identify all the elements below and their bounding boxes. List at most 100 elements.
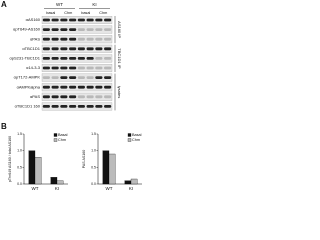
panel-label: B	[1, 122, 7, 131]
band	[95, 18, 103, 22]
x-tick-label: KI	[129, 186, 133, 191]
row-label: αTBC1D1	[22, 46, 40, 51]
band	[77, 66, 85, 70]
band	[95, 28, 103, 31]
bar	[130, 178, 138, 185]
section-label: TBC1D1 IP	[117, 48, 122, 69]
band	[104, 28, 112, 31]
band	[42, 47, 50, 51]
band	[69, 47, 77, 51]
section-label: lysates	[117, 86, 122, 98]
blot-strip	[41, 16, 113, 24]
band	[69, 28, 77, 31]
row-label: αpS231-TBC1D1	[9, 55, 40, 60]
condition-label: Chm	[64, 11, 72, 15]
legend-label: Basal	[132, 133, 142, 137]
band	[42, 28, 50, 31]
band	[104, 76, 112, 79]
band	[42, 37, 50, 41]
y-tick-label: 0.5	[17, 165, 22, 169]
band	[69, 18, 77, 22]
bar	[124, 180, 132, 185]
band	[42, 105, 50, 108]
x-tick-label: KI	[55, 186, 59, 191]
row-label: αTBC1D1 160	[15, 103, 41, 108]
legend-label: Chm	[58, 138, 66, 142]
band	[104, 85, 112, 89]
band	[77, 85, 85, 89]
y-tick-label: 0.0	[91, 182, 96, 186]
band	[51, 47, 59, 51]
band	[51, 105, 59, 108]
band	[60, 66, 68, 70]
band	[77, 57, 85, 60]
band	[51, 66, 59, 70]
band	[60, 57, 68, 60]
band	[77, 18, 85, 22]
band	[51, 37, 59, 41]
band	[60, 28, 68, 31]
x-tick-label: WT	[32, 186, 39, 191]
band	[60, 95, 68, 99]
band	[77, 105, 85, 108]
band	[60, 76, 68, 79]
band	[60, 85, 68, 89]
row-label: α14-3-3	[26, 65, 41, 70]
band	[77, 95, 85, 99]
row-label: αAMPKalpha	[17, 84, 41, 89]
blot-strip	[41, 64, 113, 72]
band	[77, 37, 85, 41]
band	[42, 66, 50, 70]
band	[69, 95, 77, 99]
band	[77, 76, 85, 79]
row-label: αPAS	[30, 94, 40, 99]
band	[60, 18, 68, 22]
y-tick-label: 0.0	[17, 182, 22, 186]
condition-label: Chm	[99, 11, 107, 15]
band	[104, 47, 112, 51]
blot-strip	[41, 35, 113, 44]
blot-strip	[41, 25, 113, 34]
band	[69, 85, 77, 89]
band	[104, 105, 112, 108]
band	[86, 18, 94, 22]
group-label: KI	[92, 2, 96, 7]
band	[86, 66, 94, 70]
band	[104, 95, 112, 99]
blot-strip	[41, 54, 113, 63]
band	[86, 28, 94, 31]
band	[86, 105, 94, 108]
band	[51, 18, 59, 22]
band	[51, 95, 59, 99]
y-tick-label: 1.0	[17, 149, 22, 153]
band	[86, 76, 94, 79]
band	[69, 66, 77, 70]
band	[95, 85, 103, 89]
band	[60, 37, 68, 41]
band	[69, 37, 77, 41]
y-tick-label: 1.5	[17, 132, 22, 136]
band	[86, 47, 94, 51]
band	[95, 66, 103, 70]
y-tick-label: 1.0	[91, 149, 96, 153]
panel-label: A	[1, 0, 7, 9]
band	[104, 37, 112, 41]
blot-strip	[41, 73, 113, 82]
band	[86, 57, 94, 60]
blot-strip	[41, 44, 113, 53]
blot-strip	[41, 102, 113, 111]
blot-strip	[41, 83, 113, 92]
band	[69, 105, 77, 108]
band	[86, 95, 94, 99]
band	[95, 57, 103, 60]
band	[77, 47, 85, 51]
row-label: αpT172-AMPK	[14, 75, 41, 80]
bar	[34, 157, 42, 185]
band	[69, 57, 77, 60]
band	[42, 57, 50, 60]
bar	[102, 150, 110, 185]
legend-label: Chm	[132, 138, 140, 142]
band	[42, 85, 50, 89]
legend-swatch	[53, 138, 58, 142]
band	[86, 85, 94, 89]
